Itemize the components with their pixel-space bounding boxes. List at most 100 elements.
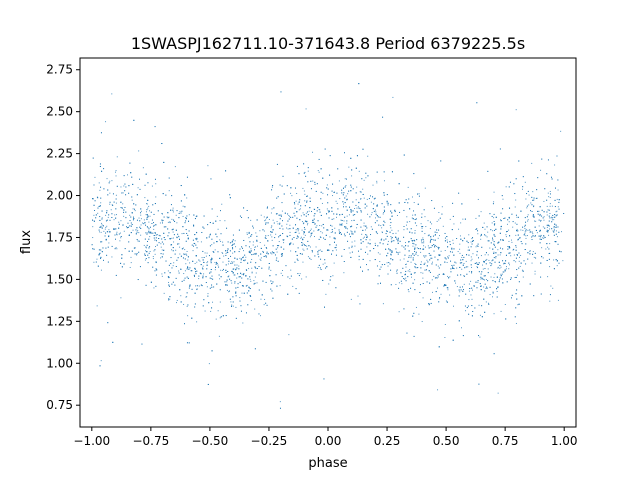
data-point [232, 271, 233, 273]
data-point [290, 250, 292, 252]
data-point [97, 212, 99, 214]
data-point [317, 253, 319, 255]
data-point [303, 233, 305, 235]
data-point [153, 287, 155, 289]
data-point [93, 214, 95, 216]
data-point [351, 225, 353, 227]
data-point [153, 250, 155, 252]
data-point [393, 240, 395, 242]
data-point [471, 287, 473, 289]
data-point [541, 209, 543, 211]
data-point [452, 267, 454, 269]
data-point [404, 248, 406, 250]
data-point [421, 227, 423, 229]
data-point [412, 315, 414, 317]
data-point [500, 212, 502, 214]
data-point [558, 201, 560, 203]
data-point [508, 186, 510, 188]
data-point [520, 254, 522, 256]
data-point [452, 266, 454, 268]
data-point [329, 155, 331, 157]
data-point [206, 252, 208, 254]
data-point [182, 205, 184, 207]
data-point [416, 239, 418, 241]
data-point [405, 270, 407, 272]
data-point [398, 311, 400, 313]
data-point [154, 239, 156, 241]
data-point [492, 292, 494, 294]
data-point [379, 253, 381, 255]
data-point [260, 315, 262, 317]
data-point [273, 207, 275, 209]
data-point [262, 280, 264, 282]
data-point [413, 254, 415, 256]
data-point [502, 248, 504, 250]
data-point [509, 235, 511, 237]
data-point [157, 210, 159, 212]
data-point [187, 267, 189, 269]
data-point [227, 248, 229, 250]
data-point [271, 239, 273, 241]
data-point [437, 248, 439, 250]
data-point [121, 254, 123, 256]
data-point [118, 227, 120, 229]
data-point [518, 256, 520, 258]
data-point [375, 213, 377, 215]
data-point [215, 266, 217, 268]
data-point [343, 192, 345, 194]
data-point [433, 275, 435, 277]
data-point [249, 288, 251, 290]
data-point [423, 245, 425, 247]
data-point [309, 229, 311, 231]
data-point [390, 236, 392, 238]
data-point [195, 285, 196, 287]
data-point [278, 241, 280, 243]
data-point [260, 259, 262, 261]
data-point [503, 263, 505, 265]
data-point [178, 217, 180, 219]
data-point [407, 202, 409, 204]
data-point [546, 230, 548, 232]
data-point [546, 205, 548, 207]
data-point [206, 262, 208, 264]
data-point [421, 226, 423, 228]
data-point [159, 235, 161, 237]
data-point [210, 271, 212, 273]
data-point [146, 203, 148, 205]
data-point [456, 286, 458, 288]
data-point [415, 218, 417, 220]
data-point [458, 192, 460, 194]
data-point [268, 266, 270, 268]
data-point [186, 268, 188, 270]
data-point [467, 266, 469, 268]
data-point [137, 240, 139, 242]
data-point [389, 263, 391, 265]
data-point [254, 246, 256, 248]
data-point [437, 265, 439, 267]
data-point [540, 293, 542, 295]
data-point [275, 274, 277, 276]
data-point [280, 91, 282, 93]
data-point [215, 233, 217, 235]
data-point [233, 268, 235, 270]
data-point [424, 216, 426, 218]
data-point [507, 219, 509, 221]
data-point [417, 203, 419, 205]
data-point [120, 220, 122, 222]
data-point [490, 276, 492, 278]
data-point [536, 232, 538, 234]
data-point [265, 217, 267, 219]
data-point [366, 264, 367, 266]
data-point [407, 276, 409, 278]
data-point [184, 249, 186, 251]
data-point [134, 208, 136, 210]
data-point [408, 250, 410, 252]
data-point [273, 222, 275, 224]
data-point [202, 275, 204, 277]
data-point [339, 223, 341, 225]
data-point [243, 259, 245, 261]
data-point [493, 353, 495, 355]
data-point [181, 248, 183, 250]
data-point [351, 246, 353, 248]
data-point [175, 265, 177, 267]
